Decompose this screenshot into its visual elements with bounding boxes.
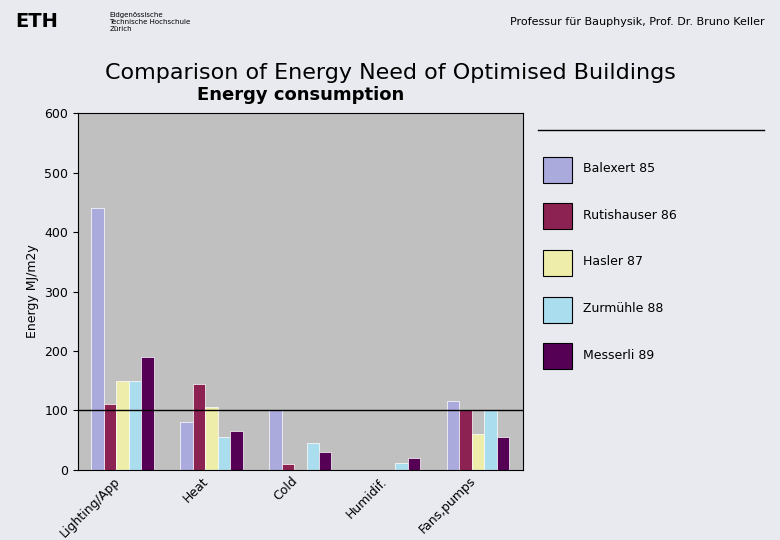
- Bar: [141, 357, 154, 470]
- Title: Energy consumption: Energy consumption: [197, 85, 404, 104]
- Text: Hasler 87: Hasler 87: [583, 255, 644, 268]
- Text: Zurmühle 88: Zurmühle 88: [583, 302, 664, 315]
- Bar: [129, 381, 141, 470]
- Text: Rutishauser 86: Rutishauser 86: [583, 208, 677, 221]
- Text: Messerli 89: Messerli 89: [583, 349, 654, 362]
- Bar: [543, 343, 572, 369]
- Bar: [472, 434, 484, 470]
- Text: ETH: ETH: [16, 12, 58, 31]
- Text: Professur für Bauphysik, Prof. Dr. Bruno Keller: Professur für Bauphysik, Prof. Dr. Bruno…: [510, 17, 764, 26]
- Bar: [497, 437, 509, 470]
- Bar: [116, 381, 129, 470]
- Text: Balexert 85: Balexert 85: [583, 162, 655, 175]
- Bar: [307, 443, 319, 470]
- Bar: [269, 410, 282, 470]
- Bar: [543, 204, 572, 230]
- Bar: [104, 404, 116, 470]
- Bar: [282, 464, 294, 470]
- Bar: [91, 208, 104, 470]
- Bar: [193, 383, 205, 470]
- Bar: [543, 157, 572, 183]
- Bar: [484, 410, 497, 470]
- Bar: [395, 463, 408, 470]
- Text: Comparison of Energy Need of Optimised Buildings: Comparison of Energy Need of Optimised B…: [105, 63, 675, 83]
- Bar: [459, 410, 472, 470]
- Bar: [447, 401, 459, 470]
- Bar: [543, 250, 572, 276]
- Bar: [543, 297, 572, 323]
- Bar: [408, 458, 420, 470]
- Bar: [205, 407, 218, 470]
- Bar: [218, 437, 230, 470]
- Bar: [230, 431, 243, 470]
- Text: Eidgenössische
Technische Hochschule
Zürich: Eidgenössische Technische Hochschule Zür…: [109, 11, 190, 32]
- Bar: [319, 452, 332, 470]
- Y-axis label: Energy MJ/m2y: Energy MJ/m2y: [26, 245, 39, 339]
- Bar: [180, 422, 193, 470]
